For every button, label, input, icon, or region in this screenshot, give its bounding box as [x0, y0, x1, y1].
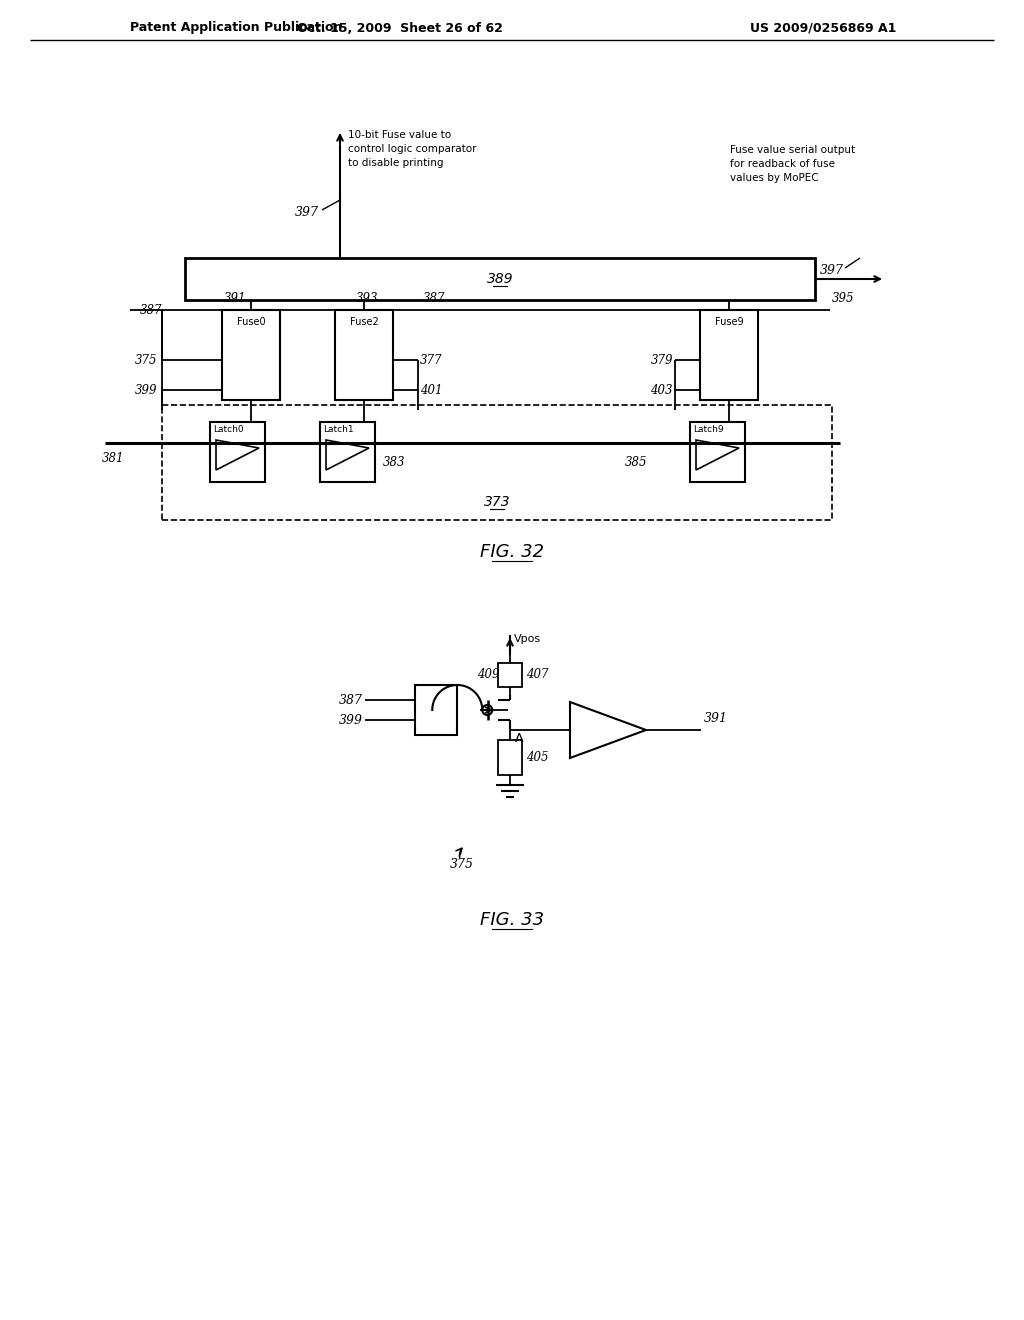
Text: Patent Application Publication: Patent Application Publication	[130, 21, 342, 34]
Text: 403: 403	[650, 384, 673, 396]
Text: Fuse2: Fuse2	[349, 317, 379, 327]
Text: 399: 399	[134, 384, 157, 396]
Text: control logic comparator: control logic comparator	[348, 144, 476, 154]
Bar	[700, 310, 758, 400]
Text: Fuse0: Fuse0	[237, 317, 265, 327]
Text: A: A	[515, 731, 523, 744]
Bar	[415, 685, 458, 735]
Text: 399: 399	[339, 714, 362, 726]
Bar	[690, 422, 745, 482]
Text: 391: 391	[705, 711, 728, 725]
Bar	[185, 257, 815, 300]
Text: 385: 385	[625, 455, 647, 469]
Circle shape	[482, 705, 493, 715]
Text: 387: 387	[139, 304, 162, 317]
Text: 379: 379	[650, 354, 673, 367]
Text: Oct. 15, 2009  Sheet 26 of 62: Oct. 15, 2009 Sheet 26 of 62	[297, 21, 503, 34]
Text: 373: 373	[483, 495, 510, 510]
Bar	[222, 310, 280, 400]
Text: Vpos: Vpos	[514, 634, 541, 644]
Bar	[319, 422, 375, 482]
Text: 375: 375	[450, 858, 474, 871]
Text: 387: 387	[423, 292, 445, 305]
Text: 387: 387	[339, 693, 362, 706]
Text: 10-bit Fuse value to: 10-bit Fuse value to	[348, 129, 452, 140]
Text: Latch9: Latch9	[693, 425, 724, 434]
Text: 409: 409	[477, 668, 500, 681]
Bar	[498, 663, 522, 686]
Bar	[335, 310, 393, 400]
Text: 377: 377	[420, 354, 442, 367]
Text: 395: 395	[831, 292, 854, 305]
Text: FIG. 33: FIG. 33	[480, 911, 544, 929]
Text: 383: 383	[383, 455, 406, 469]
Text: 397: 397	[820, 264, 844, 276]
Text: 393: 393	[356, 292, 379, 305]
Text: Latch0: Latch0	[213, 425, 244, 434]
Text: for readback of fuse: for readback of fuse	[730, 158, 835, 169]
Text: 401: 401	[420, 384, 442, 396]
Text: US 2009/0256869 A1: US 2009/0256869 A1	[750, 21, 896, 34]
Text: Latch1: Latch1	[323, 425, 353, 434]
Bar	[498, 741, 522, 775]
Text: 407: 407	[526, 668, 549, 681]
Text: 405: 405	[526, 751, 549, 764]
Text: FIG. 32: FIG. 32	[480, 543, 544, 561]
Text: Fuse value serial output: Fuse value serial output	[730, 145, 855, 154]
Text: 397: 397	[295, 206, 319, 219]
Bar	[162, 405, 831, 520]
Text: to disable printing: to disable printing	[348, 158, 443, 168]
Text: 389: 389	[486, 272, 513, 286]
Text: 375: 375	[134, 354, 157, 367]
Text: 381: 381	[102, 453, 125, 466]
Text: Fuse9: Fuse9	[715, 317, 743, 327]
Bar	[210, 422, 265, 482]
Text: values by MoPEC: values by MoPEC	[730, 173, 818, 183]
Text: 391: 391	[223, 292, 246, 305]
